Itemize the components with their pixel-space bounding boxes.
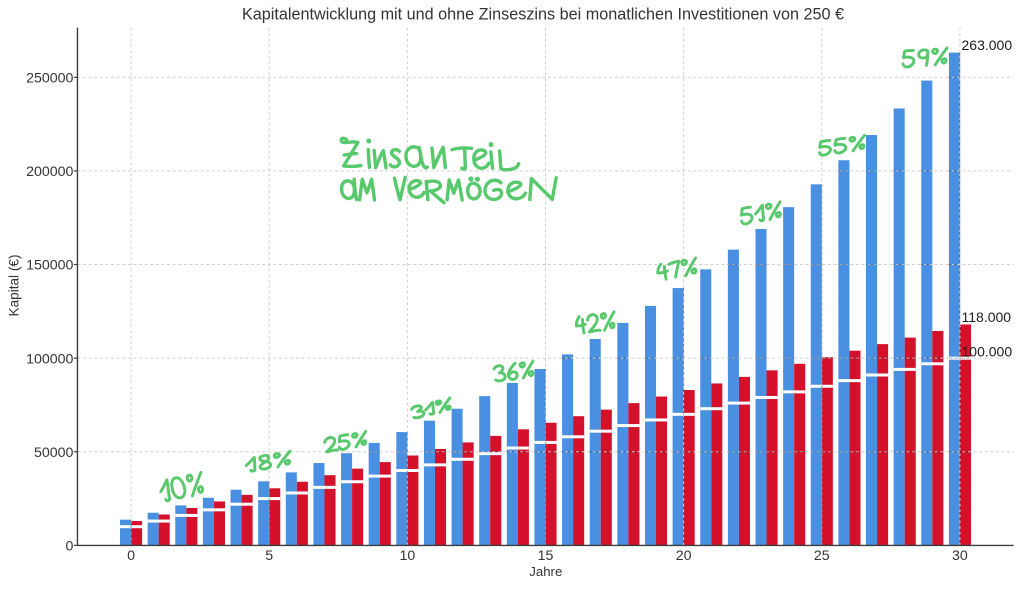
- svg-text:Kapital (€): Kapital (€): [7, 255, 22, 317]
- svg-text:100000: 100000: [26, 351, 73, 367]
- svg-text:200000: 200000: [26, 164, 73, 180]
- svg-text:Jahre: Jahre: [529, 564, 562, 579]
- svg-text:0: 0: [66, 539, 74, 555]
- svg-text:0: 0: [127, 548, 135, 564]
- svg-text:15: 15: [538, 548, 554, 564]
- svg-text:250000: 250000: [26, 70, 73, 86]
- svg-text:118.000: 118.000: [962, 309, 1012, 325]
- svg-text:30: 30: [952, 548, 968, 564]
- svg-text:Kapitalentwicklung mit und ohn: Kapitalentwicklung mit und ohne Zinseszi…: [242, 5, 844, 23]
- svg-text:50000: 50000: [34, 445, 74, 461]
- svg-text:10: 10: [399, 548, 415, 564]
- svg-text:20: 20: [676, 548, 692, 564]
- svg-text:263.000: 263.000: [962, 37, 1013, 53]
- svg-text:150000: 150000: [26, 258, 73, 274]
- svg-text:25: 25: [814, 548, 830, 564]
- svg-text:100.000: 100.000: [962, 344, 1013, 360]
- svg-text:5: 5: [265, 548, 273, 564]
